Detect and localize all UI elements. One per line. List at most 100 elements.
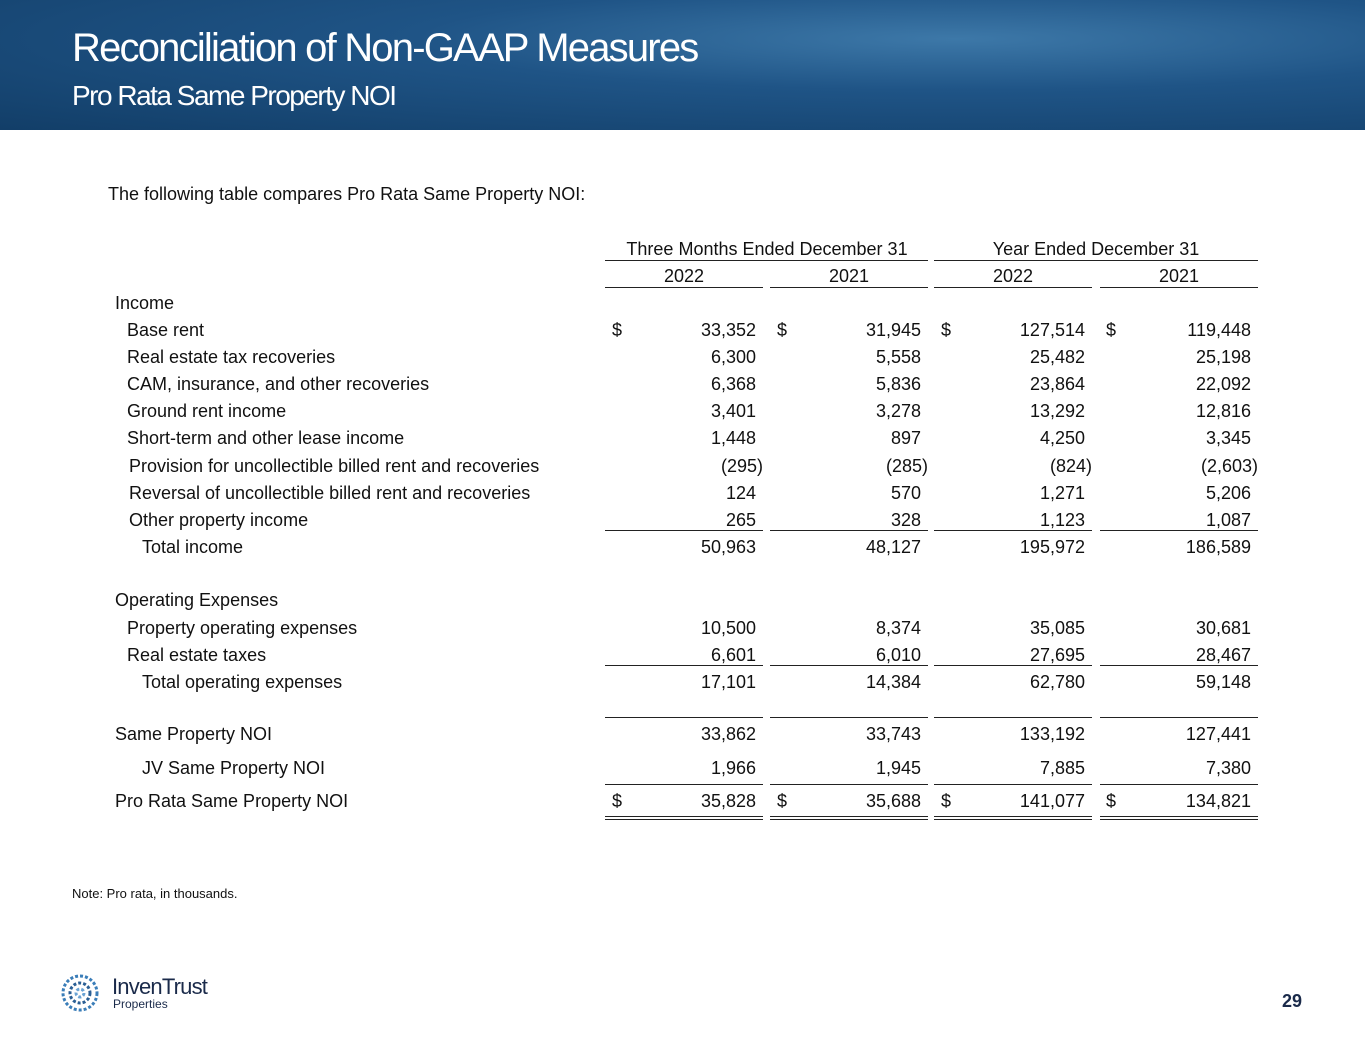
year-header: 2021 <box>828 266 870 286</box>
row-label: Pro Rata Same Property NOI <box>115 791 349 811</box>
cell-value: 48,127 <box>865 537 921 557</box>
cell-value: 33,352 <box>700 320 756 340</box>
cell-value: 6,010 <box>875 645 921 665</box>
title: Reconciliation of Non-GAAP Measures <box>72 26 699 70</box>
header-banner <box>0 0 1365 130</box>
row-label: Income <box>115 293 175 313</box>
year-header: 2022 <box>663 266 705 286</box>
cell-value: 3,278 <box>875 401 921 421</box>
cell-value: 25,198 <box>1195 347 1251 367</box>
row-label: JV Same Property NOI <box>142 758 326 778</box>
rule <box>934 717 1092 718</box>
row-label: Base rent <box>127 320 205 340</box>
cell-value: 10,500 <box>700 618 756 638</box>
cell-value: 59,148 <box>1195 672 1251 692</box>
cell-value: 25,482 <box>1029 347 1085 367</box>
cell-value: 6,601 <box>710 645 756 665</box>
row-label: Short-term and other lease income <box>127 428 405 448</box>
cell-value: (285) <box>885 456 928 476</box>
rule <box>605 816 763 817</box>
cell-value: 5,836 <box>875 374 921 394</box>
cell-value: 186,589 <box>1185 537 1251 557</box>
cell-value: 17,101 <box>700 672 756 692</box>
row-label: Other property income <box>129 510 309 530</box>
intro: The following table compares Pro Rata Sa… <box>108 184 586 204</box>
currency: $ <box>612 791 623 811</box>
rule <box>605 665 763 666</box>
rule <box>934 665 1092 666</box>
rule <box>605 784 763 785</box>
cell-value: 1,966 <box>710 758 756 778</box>
cell-value: 1,945 <box>875 758 921 778</box>
cell-value: 8,374 <box>875 618 921 638</box>
row-label: Real estate taxes <box>127 645 267 665</box>
currency: $ <box>612 320 623 340</box>
row-label: Same Property NOI <box>115 724 273 744</box>
cell-value: 13,292 <box>1029 401 1085 421</box>
logo-tagline: Properties <box>113 997 168 1011</box>
cell-value: 141,077 <box>1019 791 1085 811</box>
rule <box>934 816 1092 817</box>
cell-value: 33,743 <box>865 724 921 744</box>
group-header: Year Ended December 31 <box>992 239 1200 259</box>
cell-value: (295) <box>720 456 763 476</box>
cell-value: 134,821 <box>1185 791 1251 811</box>
cell-value: 33,862 <box>700 724 756 744</box>
row-label: Real estate tax recoveries <box>127 347 336 367</box>
row-label: CAM, insurance, and other recoveries <box>127 374 430 394</box>
currency: $ <box>941 320 952 340</box>
cell-value: 570 <box>890 483 921 503</box>
cell-value: (824) <box>1049 456 1092 476</box>
currency: $ <box>1106 791 1117 811</box>
rule <box>1100 530 1258 531</box>
cell-value: 127,514 <box>1019 320 1085 340</box>
group-header: Three Months Ended December 31 <box>626 239 908 259</box>
rule <box>1100 665 1258 666</box>
cell-value: 1,123 <box>1039 510 1085 530</box>
rule <box>934 530 1092 531</box>
cell-value: 35,828 <box>700 791 756 811</box>
currency: $ <box>777 791 788 811</box>
rule <box>770 816 928 817</box>
row-label: Total operating expenses <box>142 672 343 692</box>
row-label: Property operating expenses <box>127 618 358 638</box>
cell-value: 124 <box>725 483 756 503</box>
rule <box>770 665 928 666</box>
rule <box>1100 717 1258 718</box>
year-header: 2021 <box>1158 266 1200 286</box>
cell-value: 3,401 <box>710 401 756 421</box>
rule <box>605 530 763 531</box>
row-label: Ground rent income <box>127 401 287 421</box>
cell-value: 6,300 <box>710 347 756 367</box>
page-number: 29 <box>1282 991 1303 1011</box>
cell-value: 31,945 <box>865 320 921 340</box>
cell-value: 897 <box>890 428 921 448</box>
cell-value: 3,345 <box>1205 428 1251 448</box>
rule <box>605 287 763 288</box>
cell-value: 195,972 <box>1019 537 1085 557</box>
rule <box>770 530 928 531</box>
rule <box>605 260 928 261</box>
cell-value: 30,681 <box>1195 618 1251 638</box>
cell-value: (2,603) <box>1200 456 1258 476</box>
currency: $ <box>941 791 952 811</box>
cell-value: 35,688 <box>865 791 921 811</box>
rule <box>934 287 1092 288</box>
cell-value: 6,368 <box>710 374 756 394</box>
row-label: Provision for uncollectible billed rent … <box>129 456 540 476</box>
currency: $ <box>1106 320 1117 340</box>
subtitle: Pro Rata Same Property NOI <box>72 80 397 111</box>
cell-value: 5,206 <box>1205 483 1251 503</box>
cell-value: 265 <box>725 510 756 530</box>
cell-value: 1,271 <box>1039 483 1085 503</box>
logo-icon <box>61 974 99 1012</box>
rule <box>1100 784 1258 785</box>
cell-value: 62,780 <box>1029 672 1085 692</box>
cell-value: 27,695 <box>1029 645 1085 665</box>
cell-value: 127,441 <box>1185 724 1251 744</box>
rule <box>934 819 1092 820</box>
cell-value: 22,092 <box>1195 374 1251 394</box>
cell-value: 23,864 <box>1029 374 1085 394</box>
